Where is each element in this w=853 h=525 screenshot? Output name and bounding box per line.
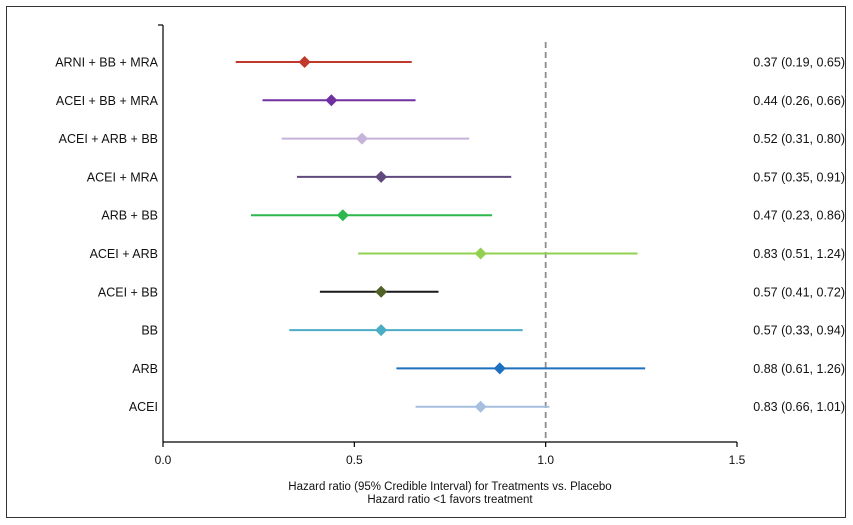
estimate-marker xyxy=(375,285,388,298)
row-annotation: 0.57 (0.33, 0.94) xyxy=(753,324,845,338)
row-annotation: 0.83 (0.66, 1.01) xyxy=(753,400,845,414)
forest-row: ACEI 0.83 (0.66, 1.01) xyxy=(129,400,845,414)
forest-row: ARB 0.88 (0.61, 1.26) xyxy=(132,362,845,376)
estimate-marker xyxy=(493,362,506,375)
x-axis-label-line-1: Hazard ratio (95% Credible Interval) for… xyxy=(288,481,611,493)
row-annotation: 0.44 (0.26, 0.66) xyxy=(753,94,845,108)
row-label: ACEI + BB + MRA xyxy=(56,94,159,108)
forest-row: ACEI + BB 0.57 (0.41, 0.72) xyxy=(98,285,845,299)
row-label: ARB xyxy=(132,362,158,376)
row-label: ARNI + BB + MRA xyxy=(55,56,158,70)
forest-row: BB 0.57 (0.33, 0.94) xyxy=(141,324,845,338)
row-label: ACEI + MRA xyxy=(87,170,159,184)
forest-row: ARNI + BB + MRA 0.37 (0.19, 0.65) xyxy=(55,56,845,70)
row-label: ACEI + BB xyxy=(98,285,158,299)
row-annotation: 0.57 (0.35, 0.91) xyxy=(753,170,845,184)
estimate-marker xyxy=(325,94,338,107)
estimate-marker xyxy=(375,324,388,337)
estimate-marker xyxy=(355,132,368,145)
forest-row: ACEI + ARB + BB 0.52 (0.31, 0.80) xyxy=(59,132,845,146)
estimate-marker xyxy=(298,56,311,68)
chart-frame xyxy=(6,6,846,518)
row-annotation: 0.57 (0.41, 0.72) xyxy=(753,285,845,299)
row-annotation: 0.83 (0.51, 1.24) xyxy=(753,247,845,261)
row-label: BB xyxy=(141,324,158,338)
row-label: ARB + BB xyxy=(101,209,158,223)
x-tick-label: 0.0 xyxy=(155,453,172,467)
row-label: ACEI xyxy=(129,400,158,414)
estimate-marker xyxy=(336,209,349,222)
row-label: ACEI + ARB xyxy=(90,247,158,261)
row-annotation: 0.37 (0.19, 0.65) xyxy=(753,56,845,70)
forest-row: ARB + BB 0.47 (0.23, 0.86) xyxy=(101,209,845,223)
axis-layer: 0.0 0.5 1.0 1.5 xyxy=(155,24,746,467)
estimate-marker xyxy=(474,400,487,413)
estimate-marker xyxy=(375,170,388,183)
estimate-marker xyxy=(474,247,487,260)
row-annotation: 0.47 (0.23, 0.86) xyxy=(753,209,845,223)
forest-row: ACEI + ARB 0.83 (0.51, 1.24) xyxy=(90,247,845,261)
forest-row: ACEI + BB + MRA 0.44 (0.26, 0.66) xyxy=(56,94,845,108)
rows-layer: ARNI + BB + MRA 0.37 (0.19, 0.65) ACEI + B… xyxy=(55,56,845,415)
x-tick-label: 1.5 xyxy=(729,453,746,467)
x-tick-label: 0.5 xyxy=(346,453,363,467)
x-tick-label: 1.0 xyxy=(537,453,554,467)
row-annotation: 0.52 (0.31, 0.80) xyxy=(753,132,845,146)
x-axis-label-line-2: Hazard ratio <1 favors treatment xyxy=(367,494,533,506)
row-label: ACEI + ARB + BB xyxy=(59,132,158,146)
row-annotation: 0.88 (0.61, 1.26) xyxy=(753,362,845,376)
forest-row: ACEI + MRA 0.57 (0.35, 0.91) xyxy=(87,170,845,184)
